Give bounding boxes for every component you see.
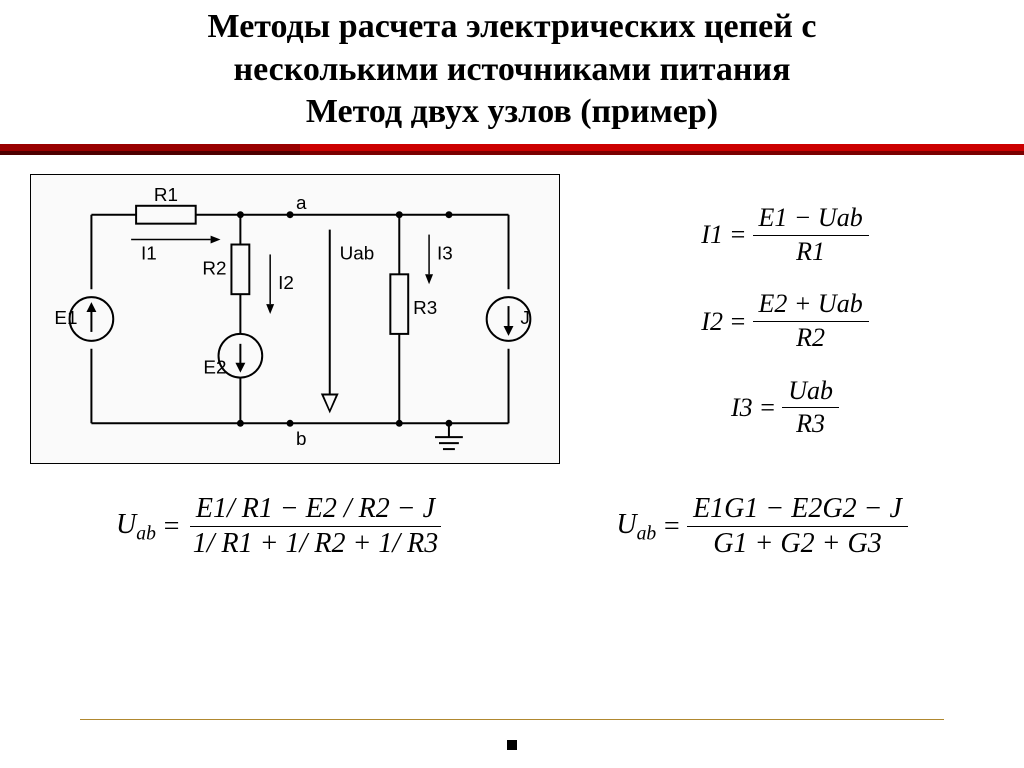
formula-I3: I3 = Uab R3 xyxy=(576,377,994,439)
rule-short-shadow xyxy=(0,151,300,155)
uab-formula-G: Uab = E1G1 − E2G2 − J G1 + G2 + G3 xyxy=(616,494,908,561)
title-line-2: несколькими источниками питания xyxy=(20,49,1004,92)
I1-frac: E1 − Uab R1 xyxy=(753,204,869,266)
I1-num: E1 − Uab xyxy=(753,204,869,236)
I2-den: R2 xyxy=(790,322,831,353)
footer-dot-icon xyxy=(507,740,517,750)
I1-lhs: I1 xyxy=(701,220,723,250)
I3-num: Uab xyxy=(782,377,839,409)
uab-U: U xyxy=(616,509,636,540)
slide-title: Методы расчета электрических цепей с нес… xyxy=(0,0,1024,144)
I3-den: R3 xyxy=(790,408,831,439)
uab-lhs: Uab xyxy=(116,509,156,546)
uab-U: U xyxy=(116,509,136,540)
uab-sub: ab xyxy=(637,523,657,544)
rule-short xyxy=(0,144,300,151)
uab-formulas: Uab = E1/ R1 − E2 / R2 − J 1/ R1 + 1/ R2… xyxy=(0,474,1024,561)
I1-den: R1 xyxy=(790,236,831,267)
equals: = xyxy=(729,307,747,337)
equals: = xyxy=(162,511,181,543)
svg-text:E2: E2 xyxy=(203,356,226,377)
svg-text:I2: I2 xyxy=(278,272,294,293)
I3-frac: Uab R3 xyxy=(782,377,839,439)
I2-lhs: I2 xyxy=(701,307,723,337)
equals: = xyxy=(729,220,747,250)
uab-R-den: 1/ R1 + 1/ R2 + 1/ R3 xyxy=(187,527,444,560)
formula-I2: I2 = E2 + Uab R2 xyxy=(576,290,994,352)
I3-lhs: I3 xyxy=(731,393,753,423)
uab-G-frac: E1G1 − E2G2 − J G1 + G2 + G3 xyxy=(687,494,908,561)
footer-rule xyxy=(80,719,944,720)
circuit-diagram: R1 R2 R3 E1 E2 J I1 I2 I3 Uab a b xyxy=(30,174,560,464)
svg-text:a: a xyxy=(296,191,307,212)
content-area: R1 R2 R3 E1 E2 J I1 I2 I3 Uab a b I1 = E1 − Uab R1 … xyxy=(0,156,1024,474)
svg-text:R1: R1 xyxy=(154,183,178,204)
divider-rule xyxy=(0,144,1024,152)
uab-sub: ab xyxy=(136,523,156,544)
uab-lhs: Uab xyxy=(616,509,656,546)
equals: = xyxy=(759,393,777,423)
I2-num: E2 + Uab xyxy=(753,290,869,322)
svg-text:E1: E1 xyxy=(54,306,77,327)
svg-text:R3: R3 xyxy=(413,297,437,318)
svg-text:J: J xyxy=(520,306,529,327)
uab-R-frac: E1/ R1 − E2 / R2 − J 1/ R1 + 1/ R2 + 1/ … xyxy=(187,494,444,561)
uab-formula-R: Uab = E1/ R1 − E2 / R2 − J 1/ R1 + 1/ R2… xyxy=(116,494,444,561)
uab-G-num: E1G1 − E2G2 − J xyxy=(687,494,908,528)
equals: = xyxy=(662,511,681,543)
title-line-1: Методы расчета электрических цепей с xyxy=(20,6,1004,49)
current-formulas: I1 = E1 − Uab R1 I2 = E2 + Uab R2 I3 = U… xyxy=(576,174,994,464)
svg-text:R2: R2 xyxy=(202,257,226,278)
svg-text:I3: I3 xyxy=(437,242,453,263)
svg-text:Uab: Uab xyxy=(340,242,375,263)
formula-I1: I1 = E1 − Uab R1 xyxy=(576,204,994,266)
uab-G-den: G1 + G2 + G3 xyxy=(707,527,887,560)
I2-frac: E2 + Uab R2 xyxy=(753,290,869,352)
svg-text:I1: I1 xyxy=(141,242,157,263)
svg-text:b: b xyxy=(296,428,307,449)
uab-R-num: E1/ R1 − E2 / R2 − J xyxy=(190,494,441,528)
title-line-3: Метод двух узлов (пример) xyxy=(20,91,1004,134)
